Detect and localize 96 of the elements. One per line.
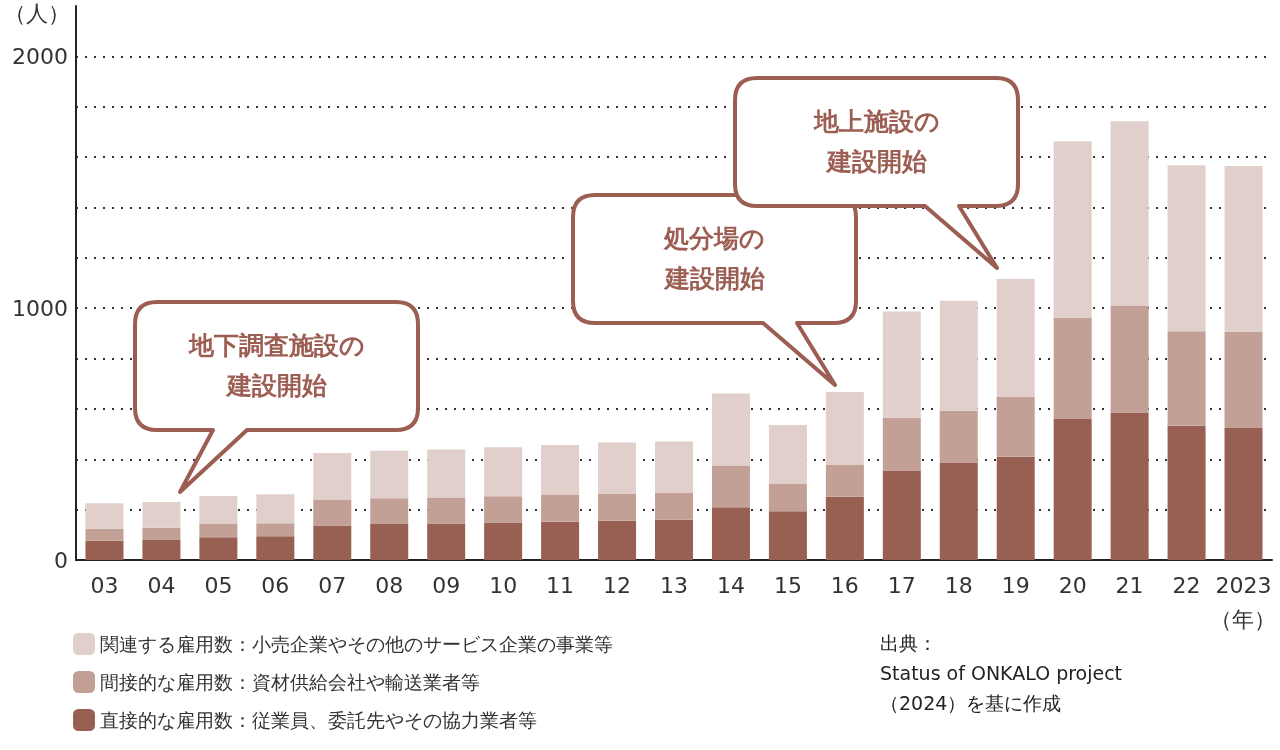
bar — [313, 452, 352, 500]
bar — [484, 496, 523, 523]
bar — [85, 503, 124, 529]
source-note: 出典： Status of ONKALO project （2024）を基に作成 — [880, 632, 1123, 714]
bar — [256, 494, 295, 524]
bar — [199, 537, 238, 560]
x-tick-label: 05 — [204, 572, 233, 598]
legend-label: 直接的な雇用数：従業員、委託先やその協力業者等 — [100, 709, 537, 731]
bar — [655, 519, 693, 560]
x-tick-label: 22 — [1172, 572, 1201, 598]
bar — [711, 466, 750, 508]
bar — [370, 498, 409, 524]
x-tick-label: 2023 — [1215, 572, 1272, 598]
bar — [142, 527, 181, 541]
bar — [427, 523, 466, 560]
bar — [85, 528, 124, 541]
x-tick-label: 12 — [603, 572, 632, 598]
bar — [427, 497, 466, 524]
bar — [1224, 331, 1263, 429]
bar — [313, 525, 352, 560]
bar — [598, 494, 637, 521]
x-tick-label: 19 — [1001, 572, 1030, 598]
bar — [1167, 165, 1206, 332]
x-axis-title: （年） — [1210, 606, 1276, 632]
bar — [370, 523, 409, 560]
bar — [996, 456, 1035, 560]
x-tick-label: 18 — [944, 572, 973, 598]
y-tick-label: 1000 — [12, 295, 68, 321]
bar — [1053, 141, 1092, 318]
x-tick-label: 07 — [318, 572, 347, 598]
y-tick-label: 2000 — [12, 43, 68, 69]
bar — [825, 464, 864, 497]
x-tick-label: 06 — [261, 572, 290, 598]
x-tick-label: 04 — [147, 572, 176, 598]
bar — [1110, 121, 1149, 306]
x-tick-label: 21 — [1115, 572, 1144, 598]
bar — [313, 499, 352, 526]
bar — [825, 392, 864, 465]
y-axis-title: （人） — [4, 0, 70, 26]
bar — [882, 470, 921, 560]
bar — [768, 483, 807, 512]
bar — [541, 521, 580, 560]
bar — [1110, 305, 1149, 413]
x-tick-label: 20 — [1058, 572, 1087, 598]
x-tick-label: 11 — [546, 572, 575, 598]
bar — [484, 447, 523, 497]
bar — [142, 502, 181, 528]
bar — [142, 540, 181, 560]
bar — [996, 278, 1035, 398]
x-tick-label: 16 — [830, 572, 859, 598]
bar — [939, 463, 978, 560]
bar — [768, 511, 807, 560]
bar — [1053, 418, 1092, 560]
legend-label: 間接的な雇用数：資材供給会社や輸送業者等 — [100, 671, 480, 693]
bar — [711, 507, 750, 560]
annotation: 地上施設の建設開始 — [812, 106, 941, 178]
bar — [655, 493, 693, 520]
x-tick-label: 17 — [887, 572, 916, 598]
bar — [996, 397, 1035, 457]
bar — [199, 496, 238, 524]
y-tick-label: 0 — [54, 547, 68, 573]
x-tick-label: 14 — [716, 572, 745, 598]
x-tick-label: 10 — [489, 572, 518, 598]
x-tick-label: 08 — [375, 572, 404, 598]
x-tick-label: 09 — [432, 572, 461, 598]
x-tick-label: 15 — [773, 572, 802, 598]
bar — [939, 410, 978, 464]
bar — [427, 449, 466, 498]
bar — [541, 444, 580, 496]
bar — [939, 300, 978, 411]
bar — [1224, 428, 1263, 560]
x-tick-label: 13 — [660, 572, 688, 598]
legend-label: 関連する雇用数：小売企業やその他のサービス企業の事業等 — [100, 633, 613, 655]
bar — [1110, 412, 1149, 560]
bar — [598, 520, 637, 560]
bar — [655, 441, 693, 494]
annotation: 処分場の建設開始 — [662, 223, 766, 295]
bar — [484, 522, 523, 560]
annotation: 地下調査施設の建設開始 — [187, 330, 366, 402]
bar — [1167, 331, 1206, 426]
bar — [1167, 425, 1206, 560]
bar — [825, 496, 864, 560]
bar — [85, 540, 124, 560]
bar — [199, 523, 238, 538]
bar — [1224, 165, 1263, 332]
bar — [541, 495, 580, 522]
x-tick-label: 03 — [90, 572, 119, 598]
bar — [882, 311, 921, 418]
bar — [711, 393, 750, 467]
bar — [882, 417, 921, 471]
bar — [256, 523, 295, 537]
bar — [256, 536, 295, 560]
bar — [598, 442, 637, 495]
bar — [768, 425, 807, 484]
bar — [1053, 317, 1092, 419]
bar — [370, 450, 409, 499]
